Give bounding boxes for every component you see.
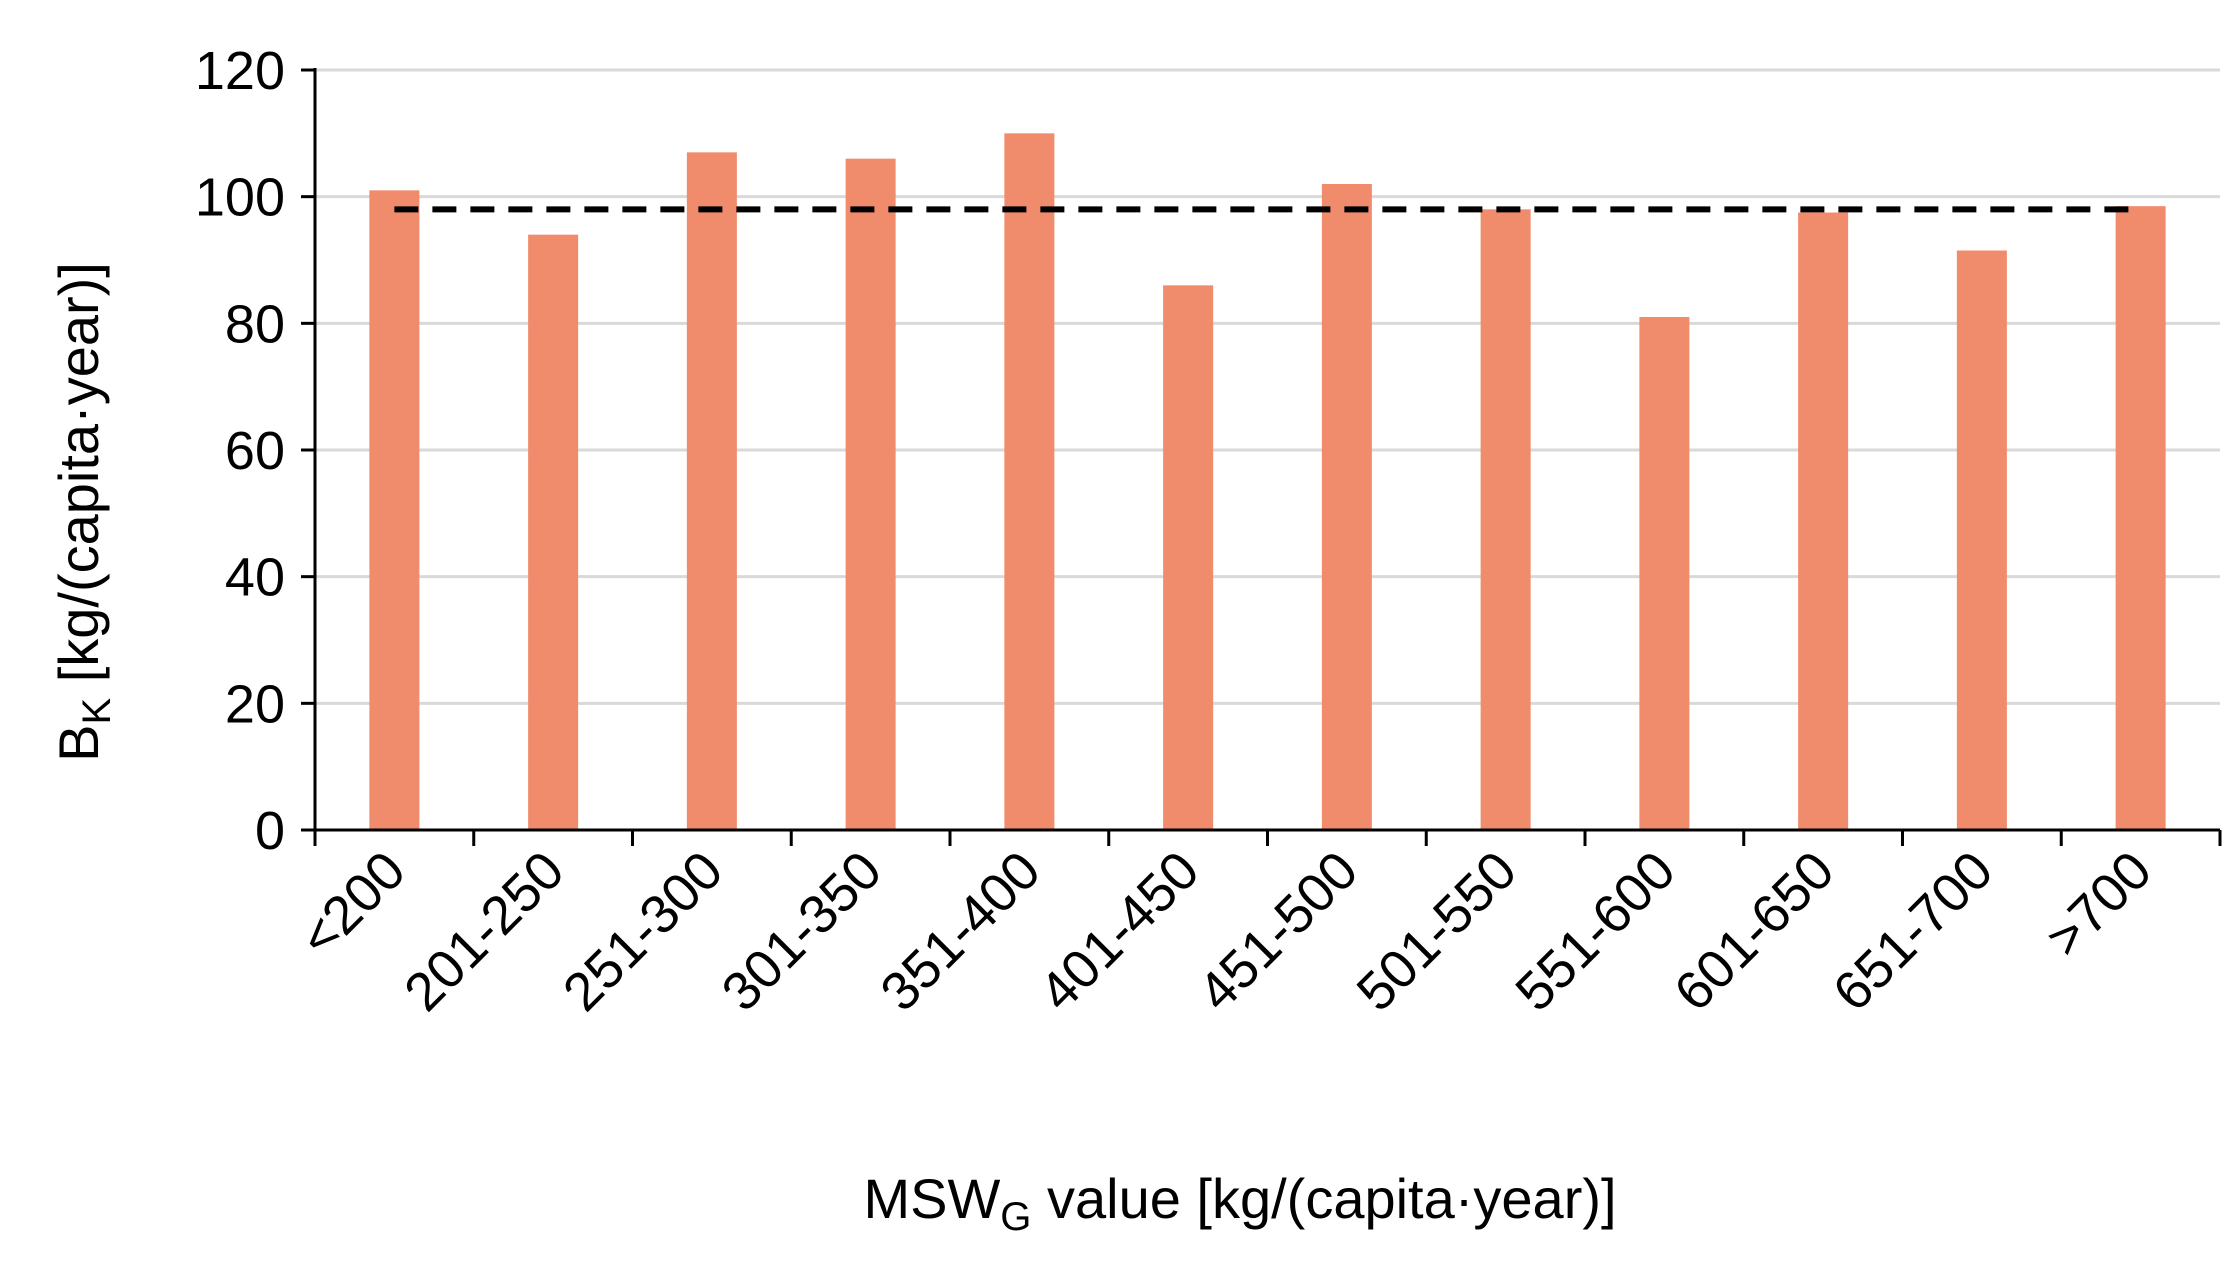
x-tick-label: 251-300 bbox=[552, 840, 735, 1023]
bar bbox=[369, 190, 420, 831]
y-tick-label: 20 bbox=[225, 674, 285, 734]
bar bbox=[1004, 133, 1055, 831]
bars bbox=[369, 133, 2166, 831]
bar bbox=[2115, 206, 2166, 830]
bar bbox=[1321, 184, 1372, 830]
bar bbox=[845, 158, 896, 830]
y-tick-label: 120 bbox=[195, 41, 285, 101]
x-tick-label: 351-400 bbox=[869, 840, 1052, 1023]
x-tick-label: 501-550 bbox=[1346, 840, 1529, 1023]
x-tick-label: <200 bbox=[288, 840, 416, 968]
x-tick-label: 201-250 bbox=[393, 840, 576, 1023]
y-tick-label: 40 bbox=[225, 548, 285, 608]
x-tick-label: 651-700 bbox=[1822, 840, 2005, 1023]
x-tick-labels: <200201-250251-300301-350351-400401-4504… bbox=[288, 840, 2163, 1023]
x-axis-title: MSWG value [kg/(capita·year)] bbox=[863, 1167, 1616, 1239]
y-axis-title: BK [kg/(capita·year)] bbox=[47, 262, 119, 762]
bar bbox=[1480, 209, 1531, 831]
y-tick-label: 0 bbox=[255, 801, 285, 861]
bar bbox=[686, 152, 737, 831]
bar bbox=[1798, 212, 1849, 830]
x-tick-label: 601-650 bbox=[1663, 840, 1846, 1023]
bar bbox=[1956, 250, 2007, 830]
gridlines bbox=[315, 68, 2220, 705]
axes bbox=[301, 68, 2222, 846]
x-tick-label: 301-350 bbox=[711, 840, 894, 1023]
bar bbox=[1163, 285, 1214, 830]
bar bbox=[528, 234, 579, 830]
x-tick-label: 551-600 bbox=[1504, 840, 1687, 1023]
x-tick-label: >700 bbox=[2035, 840, 2163, 968]
y-tick-label: 100 bbox=[195, 168, 285, 228]
x-tick-label: 401-450 bbox=[1028, 840, 1211, 1023]
y-tick-label: 80 bbox=[225, 294, 285, 354]
y-tick-labels: 0 20 40 60 80 100 120 bbox=[195, 41, 285, 861]
bar bbox=[1639, 317, 1690, 830]
y-tick-label: 60 bbox=[225, 421, 285, 481]
x-tick-label: 451-500 bbox=[1187, 840, 1370, 1023]
